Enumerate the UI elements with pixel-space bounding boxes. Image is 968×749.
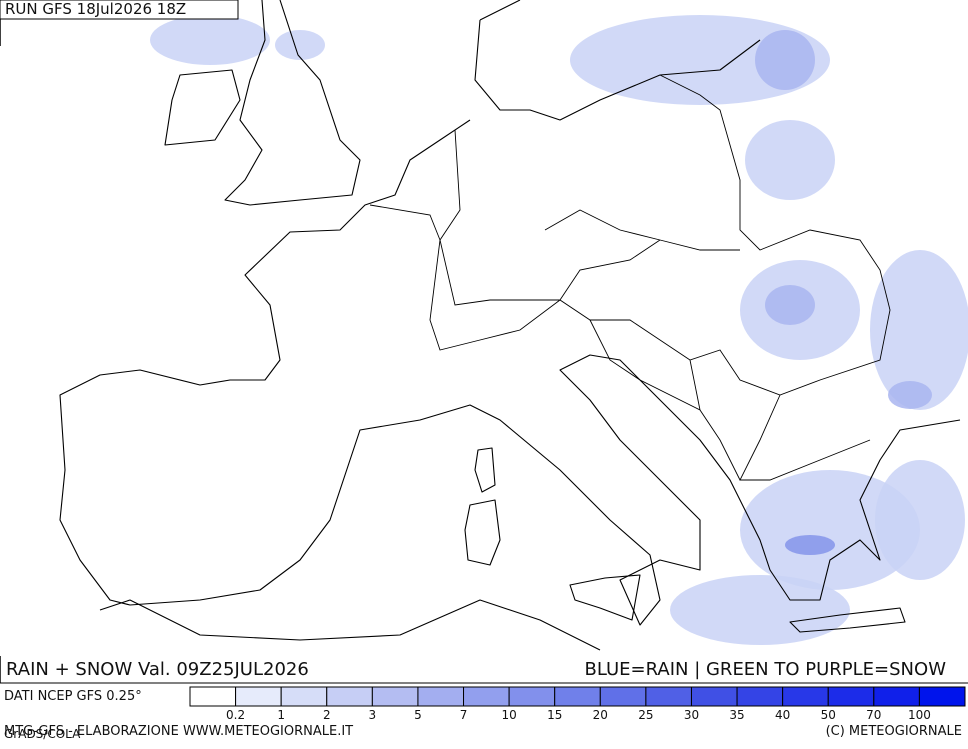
level-label: 2: [323, 708, 331, 722]
level-label: 10: [501, 708, 516, 722]
level-label: 5: [414, 708, 422, 722]
level-label: 50: [821, 708, 836, 722]
color-box: [918, 686, 966, 707]
level-label: 3: [369, 708, 377, 722]
color-box: [326, 686, 373, 707]
credit-right: (C) METEOGIORNALE: [826, 724, 962, 739]
color-box: [371, 686, 419, 707]
level-label: 70: [866, 708, 881, 722]
level-label: 1: [277, 708, 285, 722]
level-label: 25: [638, 708, 653, 722]
color-box: [508, 686, 556, 707]
color-box: [280, 686, 328, 707]
run-label: RUN GFS 18Jul2026 18Z: [5, 0, 186, 18]
level-label: 40: [775, 708, 790, 722]
color-box: [554, 686, 601, 707]
color-box: [463, 686, 510, 707]
data-source: DATI NCEP GFS 0.25°: [4, 689, 142, 704]
header-box: RUN GFS 18Jul2026 18Z: [0, 0, 239, 46]
footer-title: RAIN + SNOW Val. 09Z25JUL2026: [6, 659, 309, 680]
color-box: [827, 686, 875, 707]
color-box: [235, 686, 282, 707]
level-label: 30: [684, 708, 699, 722]
color-box: [599, 686, 647, 707]
legend-note: BLUE=RAIN | GREEN TO PURPLE=SNOW: [585, 659, 947, 680]
color-box: [873, 686, 920, 707]
level-label: 0.2: [226, 708, 245, 722]
level-label: 7: [460, 708, 468, 722]
color-box: [417, 686, 465, 707]
color-box: [782, 686, 829, 707]
map: [59, 0, 968, 651]
color-box: [736, 686, 784, 707]
color-box: [645, 686, 692, 707]
level-label: 15: [547, 708, 562, 722]
colorbar: 0.2 1 2 3 5 7 10 15 20 25 30 35 40 50 70 100: [189, 686, 966, 722]
level-label: 20: [593, 708, 608, 722]
color-box: [189, 686, 237, 707]
color-box: [690, 686, 738, 707]
level-label: 35: [729, 708, 744, 722]
grads-credit: GrADS/COLA: [4, 727, 81, 741]
credit-left: MTG-GFS - ELABORAZIONE WWW.METEOGIORNALE…: [4, 724, 353, 739]
level-label: 100: [908, 708, 931, 722]
